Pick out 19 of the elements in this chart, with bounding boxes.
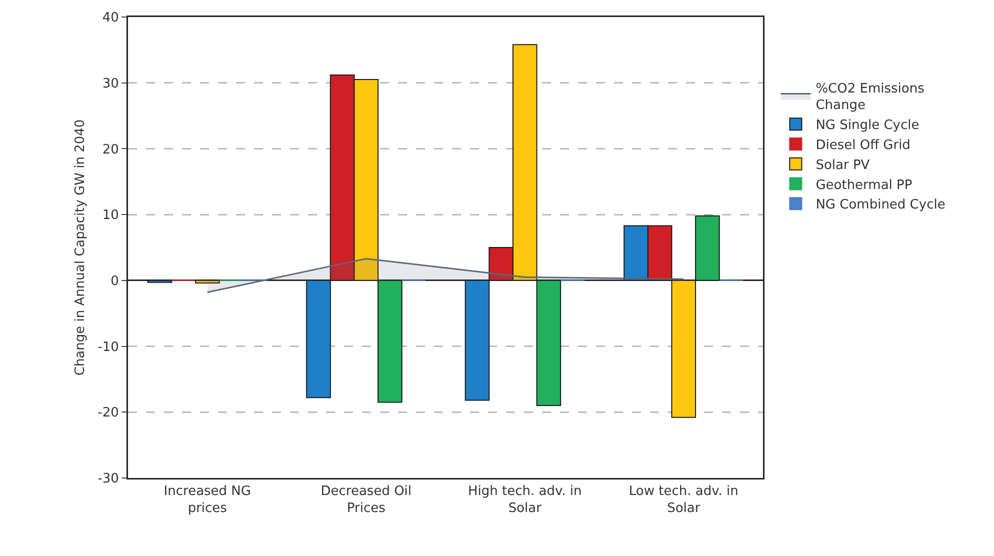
x-tick-label: Decreased Oil Prices	[320, 484, 412, 516]
legend-label: Diesel Off Grid	[816, 138, 910, 154]
x-tick-label: Low tech. adv. in Solar	[628, 484, 738, 516]
legend-label: NG Single Cycle	[816, 118, 920, 134]
y-tick-label: -10	[98, 340, 119, 355]
y-tick-label: -30	[98, 472, 119, 487]
y-tick-label: 0	[110, 274, 119, 289]
y-axis-title: Change in Annual Capacity GW in 2040	[72, 119, 88, 376]
legend-label: %CO2 Emissions Change	[816, 81, 925, 114]
y-tick-label: 20	[102, 142, 119, 158]
legend-label: Solar PV	[816, 158, 870, 173]
legend-label: NG Combined Cycle	[816, 198, 946, 213]
x-tick-label: Increased NG prices	[164, 484, 251, 516]
y-tick-label: 30	[102, 76, 119, 92]
x-tick-label: High tech. adv. in Solar	[468, 484, 582, 516]
y-tick-label: -20	[98, 406, 119, 421]
y-tick-label: 10	[102, 208, 119, 224]
legend-label: Geothermal PP	[816, 178, 912, 193]
y-tick-label: 40	[102, 10, 119, 26]
